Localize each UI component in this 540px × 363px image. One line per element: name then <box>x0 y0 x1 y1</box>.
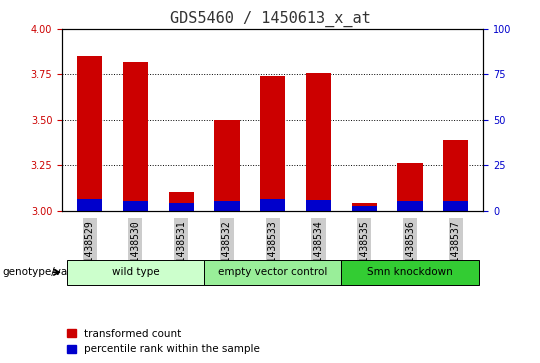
Bar <box>260 76 285 211</box>
Bar <box>397 201 423 211</box>
Bar <box>397 163 423 211</box>
Bar <box>168 192 194 211</box>
Text: genotype/variation: genotype/variation <box>3 267 102 277</box>
Text: empty vector control: empty vector control <box>218 267 327 277</box>
Bar <box>443 140 468 211</box>
Bar <box>306 200 331 211</box>
Bar <box>352 203 377 211</box>
Bar <box>260 199 285 211</box>
Legend: transformed count, percentile rank within the sample: transformed count, percentile rank withi… <box>68 329 260 354</box>
Bar <box>77 199 102 211</box>
Bar <box>214 201 240 211</box>
Text: GDS5460 / 1450613_x_at: GDS5460 / 1450613_x_at <box>170 11 370 27</box>
Text: Smn knockdown: Smn knockdown <box>367 267 453 277</box>
Bar <box>123 62 148 211</box>
Text: wild type: wild type <box>112 267 159 277</box>
Bar <box>123 200 148 211</box>
Bar <box>214 120 240 211</box>
Bar <box>168 203 194 211</box>
Bar <box>352 206 377 211</box>
Bar <box>443 201 468 211</box>
Bar <box>77 56 102 211</box>
Bar <box>306 73 331 211</box>
